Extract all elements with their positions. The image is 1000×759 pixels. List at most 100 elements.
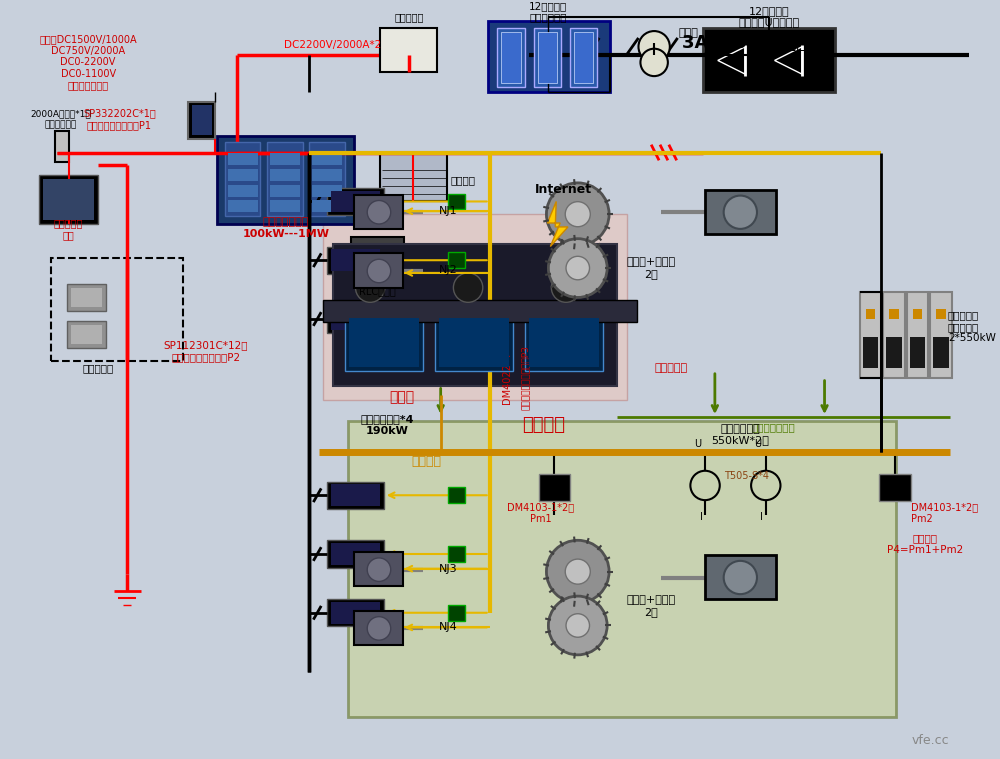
Text: 加载功率
P4=Pm1+Pm2: 加载功率 P4=Pm1+Pm2 <box>887 534 964 555</box>
Circle shape <box>453 273 483 302</box>
Bar <box>497 28 525 87</box>
Bar <box>270 200 300 213</box>
Bar <box>907 291 928 378</box>
Bar <box>879 474 911 501</box>
Bar <box>539 474 570 501</box>
Text: 被试牵引变频器
100kW---1MW: 被试牵引变频器 100kW---1MW <box>242 217 329 238</box>
Text: DM4022*4: DM4022*4 <box>502 352 512 404</box>
Text: 12脉整流变
四组输入输出: 12脉整流变 四组输入输出 <box>529 1 568 22</box>
Circle shape <box>367 200 391 224</box>
Circle shape <box>367 260 391 283</box>
Text: Internet: Internet <box>535 183 592 197</box>
Text: 牵引电机输出机械功率P3: 牵引电机输出机械功率P3 <box>520 345 529 410</box>
Bar <box>913 309 922 319</box>
Bar <box>501 32 521 83</box>
Text: 测控光纤: 测控光纤 <box>411 455 441 468</box>
Circle shape <box>638 31 670 62</box>
Bar <box>327 481 384 509</box>
Bar <box>354 254 403 288</box>
Bar <box>225 142 260 216</box>
Text: U: U <box>754 439 762 449</box>
Bar <box>345 314 423 371</box>
Circle shape <box>546 183 609 245</box>
Circle shape <box>546 540 609 603</box>
Bar <box>448 194 465 209</box>
Bar <box>267 142 303 216</box>
Circle shape <box>548 238 607 298</box>
Bar <box>354 194 403 229</box>
Text: 制动电阻柜: 制动电阻柜 <box>82 363 114 373</box>
Bar <box>331 250 380 271</box>
Bar <box>866 309 875 319</box>
Text: NJ1: NJ1 <box>439 206 458 216</box>
Bar <box>192 106 212 135</box>
Bar <box>327 247 384 274</box>
Bar <box>327 305 384 332</box>
Bar <box>936 309 946 319</box>
Text: DC2200V/2000A*2: DC2200V/2000A*2 <box>284 39 382 50</box>
Text: 齿轮箱+惯性轮
2套: 齿轮箱+惯性轮 2套 <box>627 595 676 617</box>
Bar <box>43 179 94 220</box>
Text: 12脉整流柜
（四组：U、可调）: 12脉整流柜 （四组：U、可调） <box>738 5 799 27</box>
Bar <box>435 314 513 371</box>
Bar <box>188 102 215 139</box>
Bar <box>67 321 106 348</box>
Bar <box>228 153 258 165</box>
Circle shape <box>367 616 391 640</box>
Bar <box>538 32 557 83</box>
Bar <box>380 28 437 72</box>
Bar <box>534 28 561 87</box>
Bar <box>327 187 384 215</box>
Bar <box>703 28 835 92</box>
Bar <box>889 309 899 319</box>
Text: T505-S*4: T505-S*4 <box>724 471 769 480</box>
Text: 变频异步电机
550kW*2台: 变频异步电机 550kW*2台 <box>711 424 769 446</box>
Bar <box>228 200 258 213</box>
Bar <box>331 308 380 329</box>
Bar <box>448 311 465 327</box>
Circle shape <box>551 273 581 302</box>
Bar <box>71 288 102 307</box>
Text: NJ2: NJ2 <box>439 265 458 275</box>
Bar <box>439 318 509 367</box>
Bar <box>333 244 617 386</box>
Bar <box>312 153 342 165</box>
Text: 输出电抗柜: 输出电抗柜 <box>395 12 424 22</box>
Circle shape <box>565 559 590 584</box>
Text: DM4103-1*2台
Pm2: DM4103-1*2台 Pm2 <box>911 502 978 524</box>
Circle shape <box>566 257 590 280</box>
Text: 陪试变频器
（四象限）
2*550kW: 陪试变频器 （四象限） 2*550kW <box>948 310 996 343</box>
Text: NJ4: NJ4 <box>439 622 458 632</box>
Bar <box>910 336 925 368</box>
Bar <box>354 552 403 586</box>
Text: I: I <box>700 512 703 521</box>
Bar <box>312 169 342 181</box>
Bar <box>331 191 380 213</box>
Text: 试验台架: 试验台架 <box>522 416 565 433</box>
Polygon shape <box>775 47 802 74</box>
Bar <box>705 555 776 599</box>
Circle shape <box>724 196 757 229</box>
Bar <box>327 599 384 626</box>
Text: RLC负载箱: RLC负载箱 <box>359 287 395 297</box>
Bar <box>705 190 776 234</box>
Bar <box>883 291 905 378</box>
Text: vfe.cc: vfe.cc <box>911 733 949 747</box>
Bar <box>71 325 102 345</box>
Text: 中控台: 中控台 <box>389 390 414 405</box>
Bar <box>349 318 419 367</box>
Bar <box>55 131 69 162</box>
Bar <box>67 284 106 311</box>
Bar <box>570 28 597 87</box>
Text: NJ3: NJ3 <box>439 564 458 574</box>
Polygon shape <box>718 47 745 74</box>
Bar <box>863 336 878 368</box>
Circle shape <box>640 49 668 76</box>
Bar <box>312 184 342 197</box>
Bar <box>380 153 447 201</box>
Text: 分布式电测
子站: 分布式电测 子站 <box>54 218 83 240</box>
Bar <box>448 546 465 562</box>
Bar <box>309 142 345 216</box>
Bar <box>488 21 610 92</box>
Bar <box>354 611 403 645</box>
